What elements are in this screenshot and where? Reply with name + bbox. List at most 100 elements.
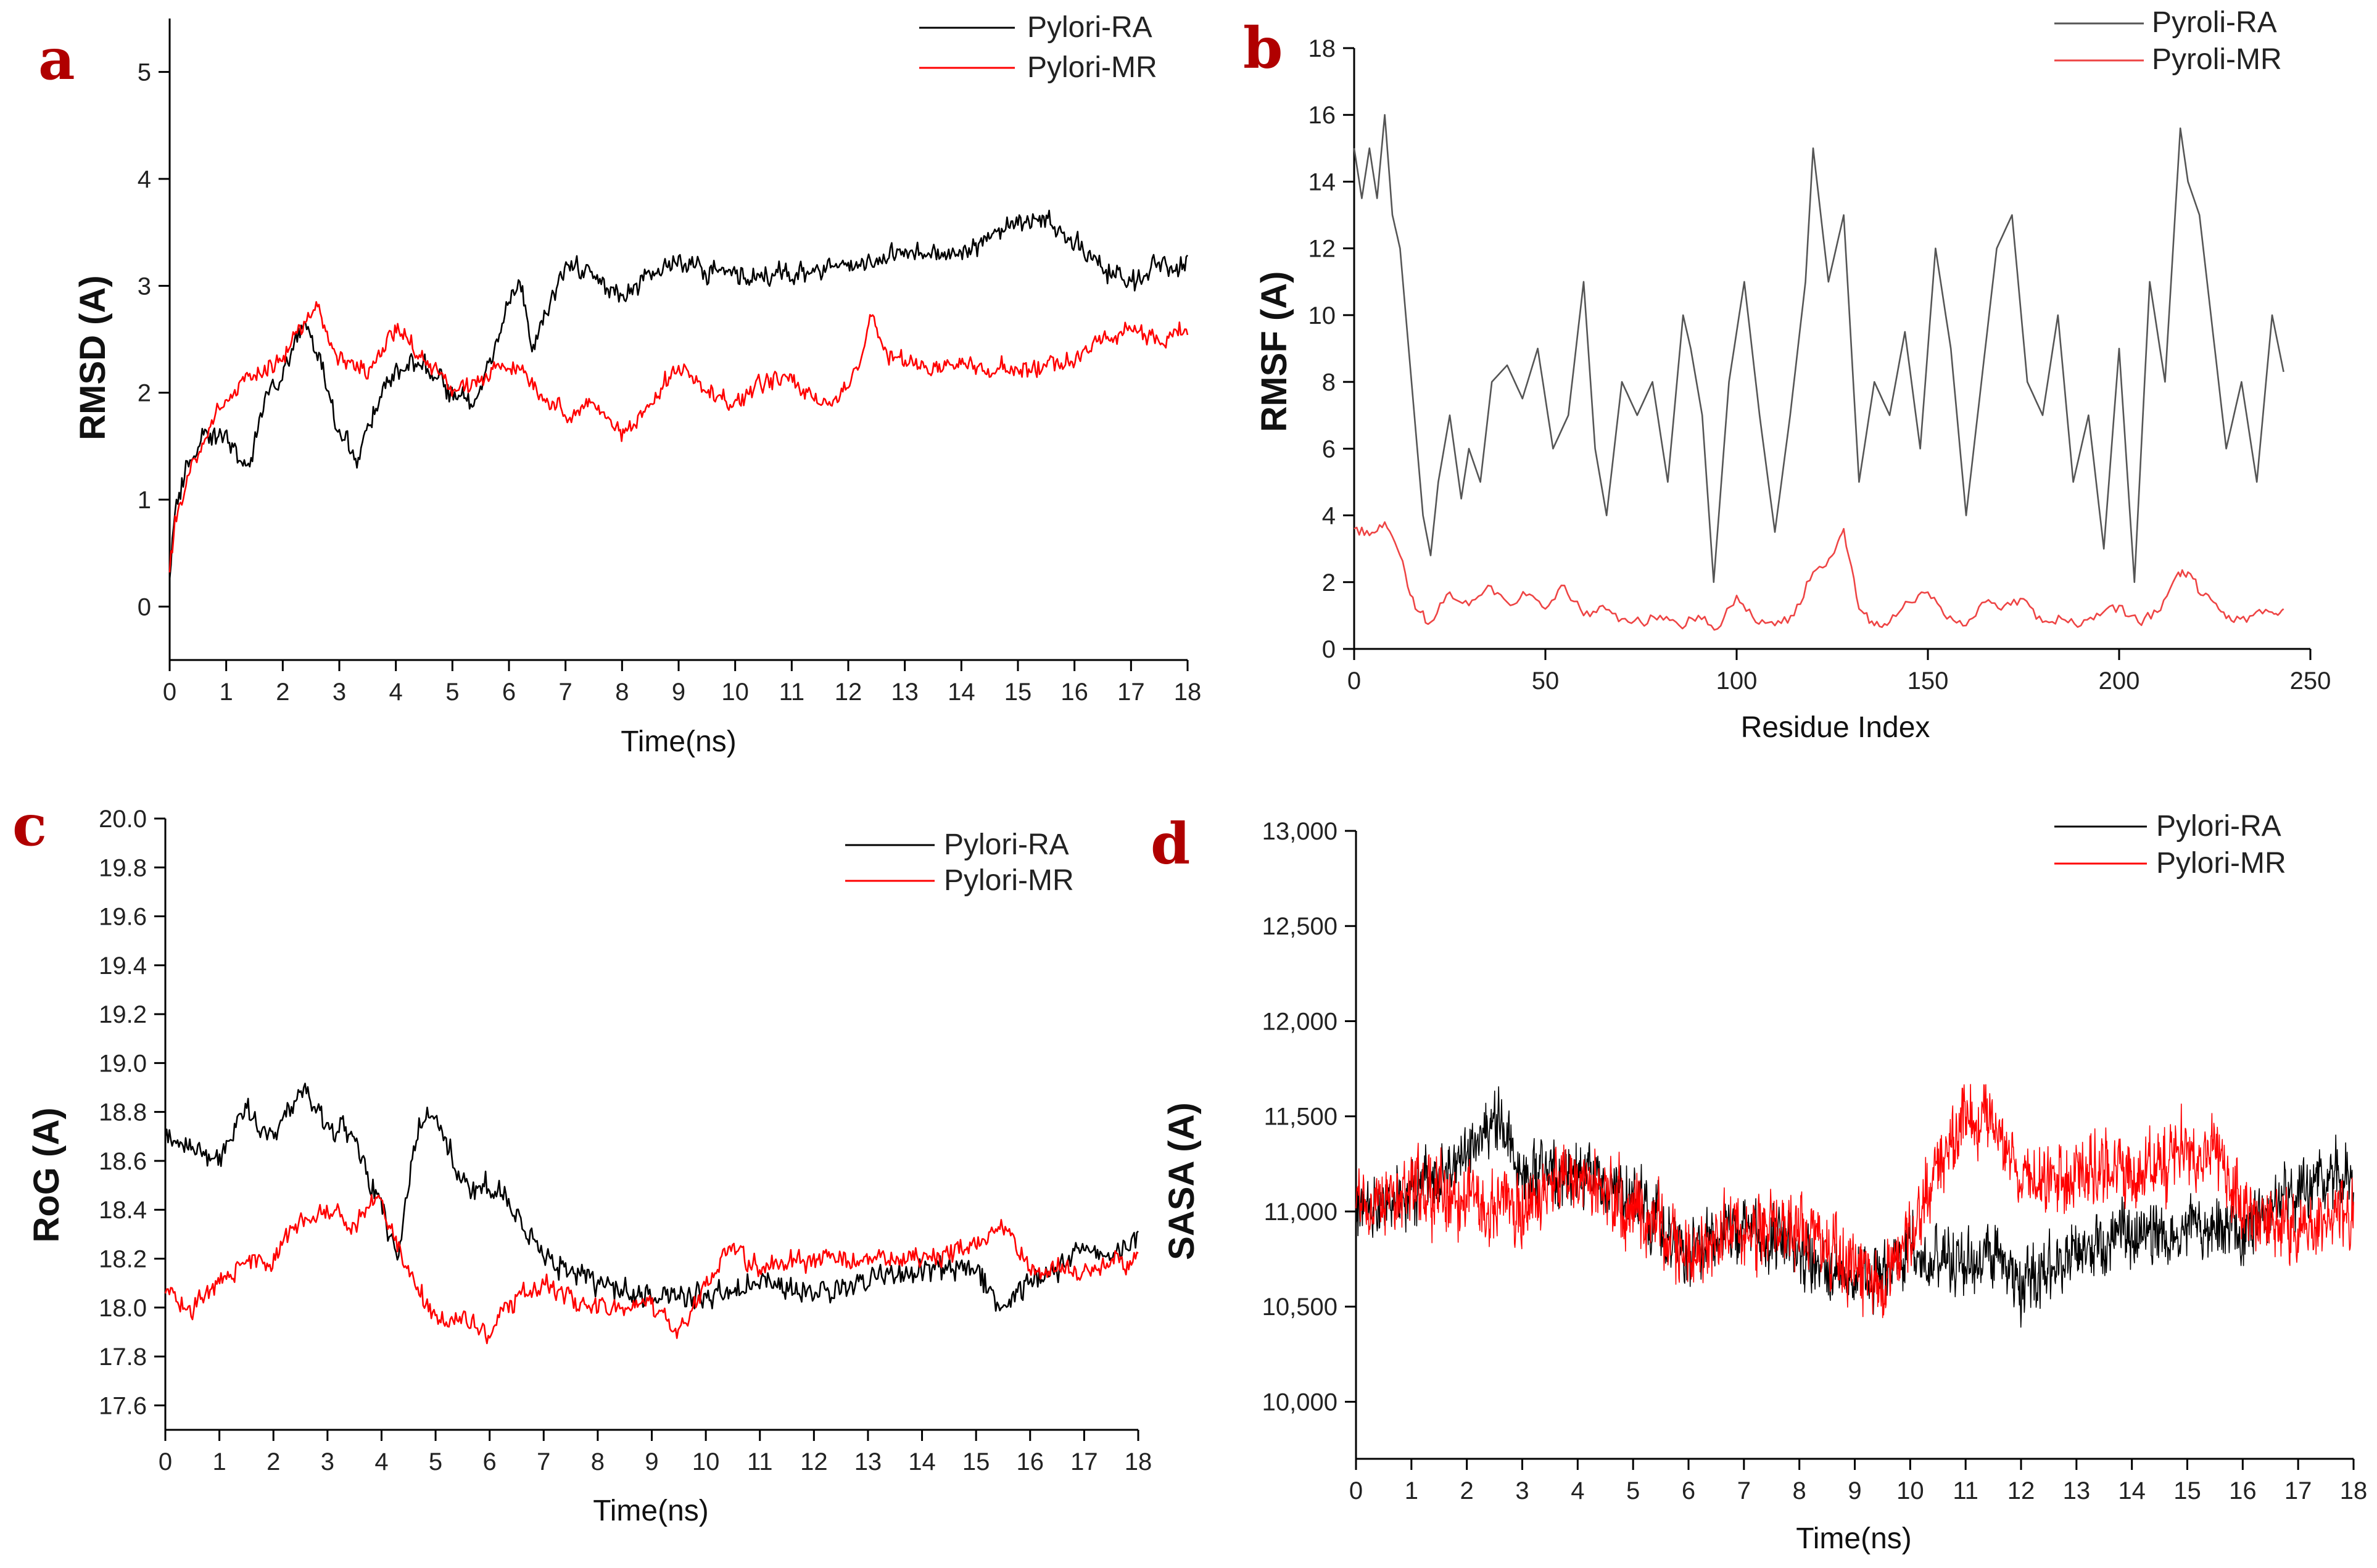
panel-c-x-axis-title: Time(ns): [593, 1495, 709, 1527]
y-tick-label: 19.8: [99, 854, 147, 881]
y-tick-label: 18.6: [99, 1148, 147, 1175]
y-tick-label: 18.8: [99, 1099, 147, 1126]
panel-d-legend: Pylori-RA Pylori-MR: [2054, 810, 2286, 880]
legend-label-ra: Pylori-RA: [944, 828, 1069, 861]
x-tick-label: 1: [212, 1448, 226, 1475]
legend-label-mr: Pyroli-MR: [2152, 43, 2282, 76]
x-tick-label: 11: [747, 1448, 773, 1475]
x-tick-label: 0: [159, 1448, 172, 1475]
y-tick-label: 4: [138, 166, 151, 193]
y-tick-label: 19.2: [99, 1001, 147, 1028]
y-tick-label: 4: [1322, 503, 1336, 530]
series-line-pylori-mr: [1355, 1084, 2354, 1318]
y-tick-label: 12: [1308, 236, 1336, 263]
y-tick-label: 14: [1308, 168, 1336, 196]
x-tick-label: 0: [163, 679, 176, 706]
series-line-pylori-mr: [168, 301, 1189, 572]
y-tick-label: 5: [138, 59, 151, 86]
x-tick-label: 8: [591, 1448, 605, 1475]
panel-b-legend: Pyroli-RA Pyroli-MR: [2054, 6, 2282, 76]
x-tick-label: 18: [1125, 1448, 1152, 1475]
panel-b-y-axis-title: RMSF (A): [1254, 271, 1294, 432]
x-tick-label: 16: [1017, 1448, 1044, 1475]
x-tick-label: 16: [2229, 1477, 2257, 1504]
x-tick-label: 9: [672, 679, 685, 706]
y-tick-label: 0: [1322, 636, 1336, 663]
x-tick-label: 18: [1174, 679, 1202, 706]
x-tick-label: 12: [835, 679, 862, 706]
x-tick-label: 14: [2118, 1477, 2146, 1504]
x-tick-label: 14: [908, 1448, 936, 1475]
panel-b-x-axis-title: Residue Index: [1741, 711, 1930, 744]
series-line-pyroli-ra: [1353, 113, 2284, 584]
panel-a-legend: Pylori-RA Pylori-MR: [919, 11, 1157, 84]
y-tick-label: 11,500: [1264, 1104, 1337, 1131]
panel-c-rog: c RoG (A) Time(ns) Pylori-RA Pylori-MR 0…: [12, 792, 1152, 1527]
x-tick-label: 6: [1682, 1477, 1695, 1504]
panel-a-rmsd: a RMSD (A) Time(ns) Pylori-RA Pylori-MR …: [38, 11, 1201, 758]
x-tick-label: 9: [645, 1448, 658, 1475]
legend-label-mr: Pylori-MR: [2156, 847, 2286, 880]
y-tick-label: 13,000: [1262, 818, 1337, 845]
y-tick-label: 12,000: [1262, 1008, 1337, 1035]
x-tick-label: 15: [2173, 1477, 2201, 1504]
x-tick-label: 18: [2340, 1477, 2368, 1504]
x-tick-label: 1: [1405, 1477, 1418, 1504]
y-tick-label: 18: [1308, 35, 1336, 62]
x-tick-label: 2: [1460, 1477, 1474, 1504]
x-tick-label: 10: [692, 1448, 720, 1475]
x-tick-label: 7: [537, 1448, 550, 1475]
y-tick-label: 10: [1308, 302, 1336, 329]
legend-label-ra: Pylori-RA: [2156, 810, 2281, 843]
x-tick-label: 8: [1793, 1477, 1806, 1504]
x-tick-label: 4: [389, 679, 403, 706]
x-tick-label: 200: [2099, 667, 2140, 695]
x-tick-label: 14: [948, 679, 975, 706]
x-tick-label: 16: [1060, 679, 1088, 706]
y-tick-label: 10,000: [1262, 1389, 1337, 1416]
panel-c-y-axis-title: RoG (A): [27, 1107, 67, 1242]
x-tick-label: 6: [483, 1448, 497, 1475]
y-tick-label: 17.8: [99, 1343, 147, 1371]
panel-b-rmsf: b RMSF (A) Residue Index Pyroli-RA Pyrol…: [1243, 6, 2331, 744]
panel-d-sasa: d SASA (A) Time(ns) Pylori-RA Pylori-MR …: [1151, 810, 2367, 1555]
panel-c-letter: c: [12, 792, 47, 859]
y-tick-label: 0: [138, 593, 151, 621]
panel-d-y-axis-title: SASA (A): [1162, 1102, 1202, 1260]
panel-a-x-axis-title: Time(ns): [621, 725, 737, 758]
panel-d-x-axis-title: Time(ns): [1796, 1522, 1912, 1555]
legend-label-ra: Pylori-RA: [1027, 11, 1152, 44]
y-tick-label: 1: [138, 487, 151, 514]
x-tick-label: 15: [1004, 679, 1032, 706]
x-tick-label: 9: [1848, 1477, 1861, 1504]
x-tick-label: 2: [276, 679, 289, 706]
x-tick-label: 17: [1117, 679, 1145, 706]
x-tick-label: 100: [1716, 667, 1758, 695]
x-tick-label: 8: [615, 679, 629, 706]
x-tick-label: 5: [445, 679, 459, 706]
x-tick-label: 11: [779, 679, 805, 706]
x-tick-label: 50: [1532, 667, 1560, 695]
x-tick-label: 5: [429, 1448, 442, 1475]
x-tick-label: 3: [333, 679, 346, 706]
series-line-pyroli-mr: [1354, 521, 2284, 631]
x-tick-label: 10: [1896, 1477, 1924, 1504]
x-tick-label: 12: [2007, 1477, 2035, 1504]
x-tick-label: 13: [891, 679, 919, 706]
y-tick-label: 11,000: [1264, 1199, 1337, 1226]
y-tick-label: 12,500: [1262, 913, 1337, 940]
x-tick-label: 11: [1953, 1477, 1978, 1504]
legend-label-ra: Pyroli-RA: [2152, 6, 2277, 39]
x-tick-label: 10: [721, 679, 749, 706]
x-tick-label: 2: [267, 1448, 280, 1475]
x-tick-label: 0: [1347, 667, 1361, 695]
y-tick-label: 2: [138, 380, 151, 407]
y-tick-label: 2: [1322, 569, 1336, 596]
x-tick-label: 5: [1626, 1477, 1640, 1504]
y-tick-label: 17.6: [99, 1392, 147, 1419]
x-tick-label: 250: [2290, 667, 2331, 695]
x-tick-label: 12: [800, 1448, 828, 1475]
y-tick-label: 19.6: [99, 904, 147, 931]
legend-label-mr: Pylori-MR: [1027, 51, 1157, 84]
x-tick-label: 7: [559, 679, 573, 706]
